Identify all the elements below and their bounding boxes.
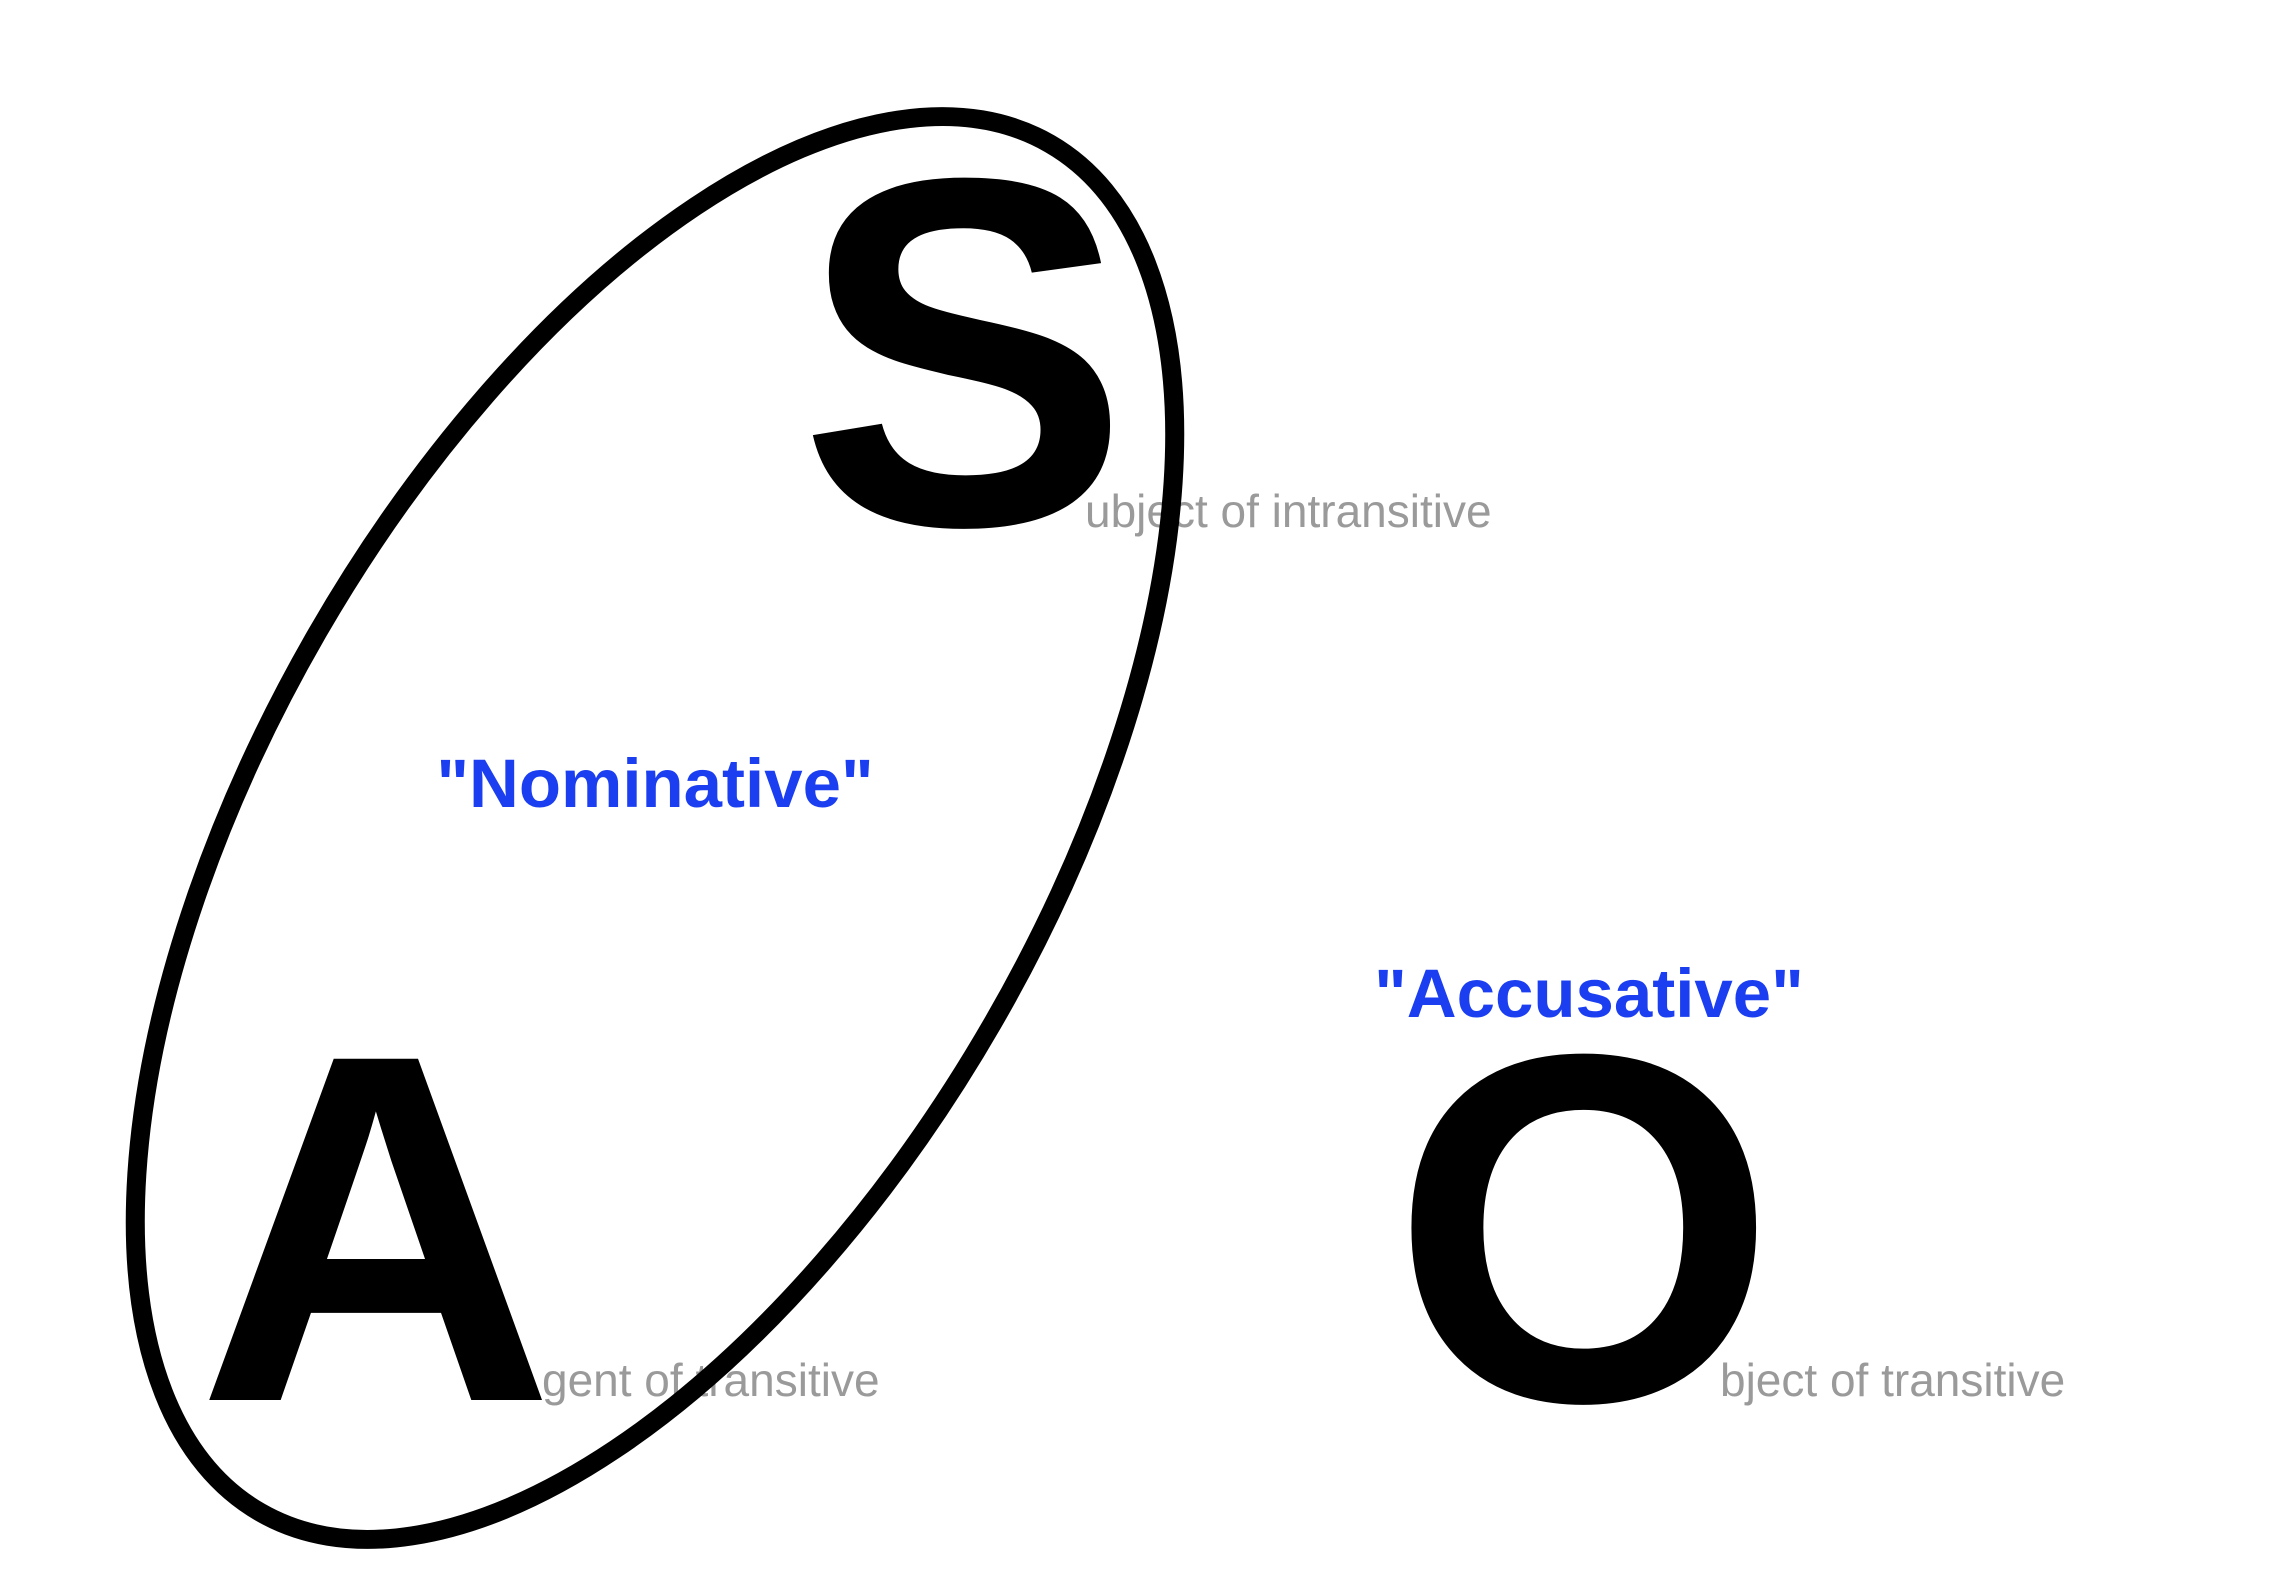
o-letter: O [1391,952,1777,1506]
o-role-description: bject of transitive [1720,1354,2065,1406]
a-letter: A [197,952,555,1506]
nominative-group-ellipse [125,107,1185,1549]
nominative-label: "Nominative" [436,745,873,822]
accusative-label: "Accusative" [1374,955,1804,1032]
s-role-description: ubject of intransitive [1085,485,1492,537]
